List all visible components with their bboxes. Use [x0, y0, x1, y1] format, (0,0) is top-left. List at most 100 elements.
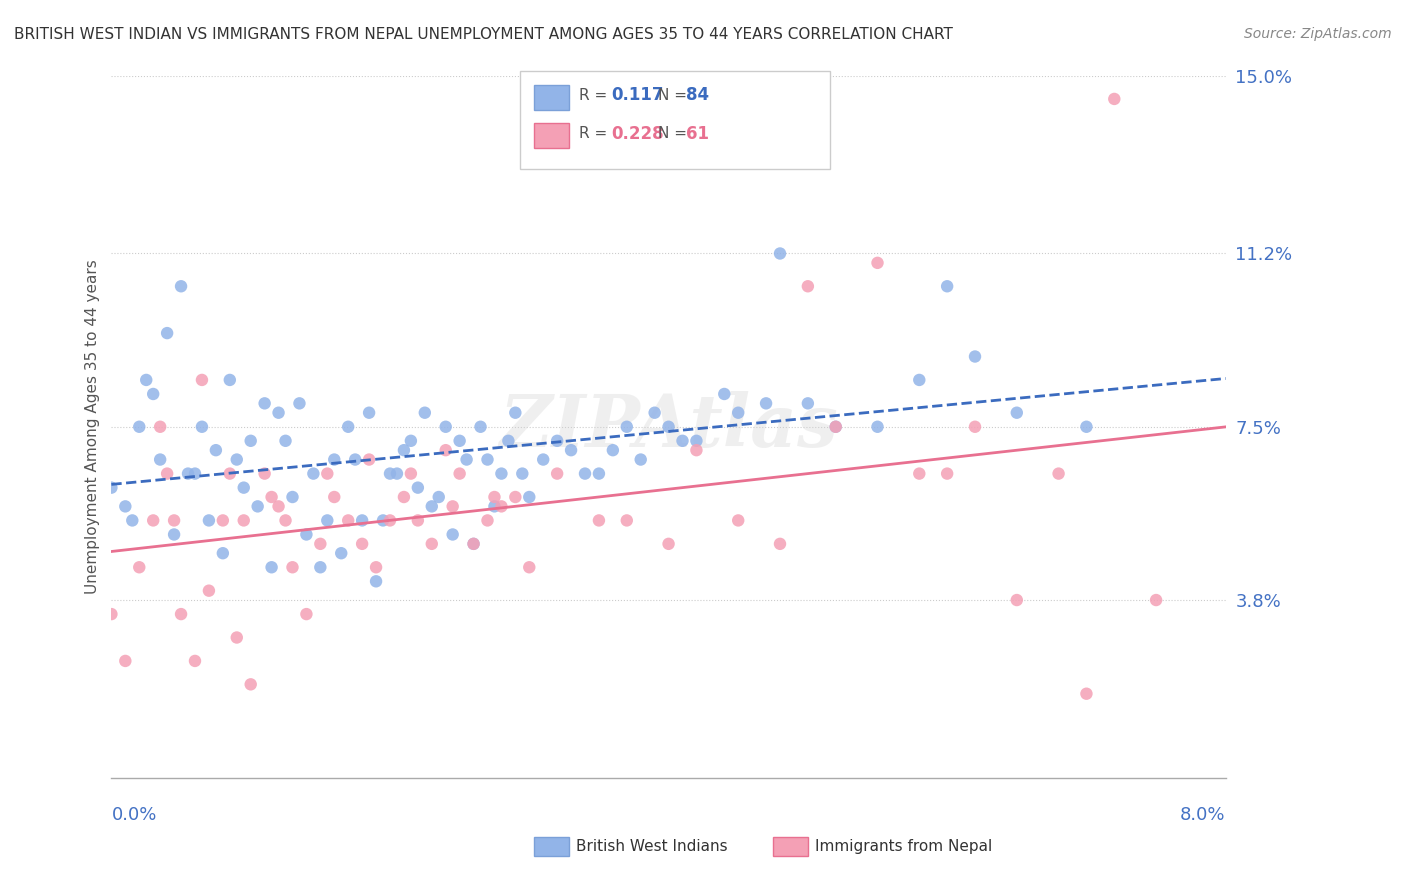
Point: [267, 406, 290, 420]
Point: [337, 513, 360, 527]
Point: [142, 513, 165, 527]
Text: 84: 84: [686, 87, 709, 104]
Point: [337, 419, 360, 434]
Point: [211, 513, 233, 527]
Point: [769, 537, 792, 551]
Text: N =: N =: [658, 127, 692, 141]
Point: [323, 490, 346, 504]
Point: [364, 574, 387, 589]
Point: [302, 467, 325, 481]
Point: [936, 279, 959, 293]
Point: [727, 513, 749, 527]
Point: [531, 452, 554, 467]
Text: R =: R =: [579, 127, 613, 141]
Point: [510, 467, 533, 481]
Point: [352, 513, 374, 527]
Point: [644, 406, 666, 420]
Point: [191, 419, 214, 434]
Point: [170, 279, 193, 293]
Point: [281, 560, 304, 574]
Point: [963, 419, 986, 434]
Point: [246, 500, 269, 514]
Point: [616, 419, 638, 434]
Point: [470, 419, 492, 434]
Point: [205, 443, 228, 458]
Point: [713, 387, 735, 401]
Point: [963, 350, 986, 364]
Point: [413, 406, 436, 420]
Point: [491, 467, 513, 481]
Point: [163, 513, 186, 527]
Point: [170, 607, 193, 621]
Point: [225, 452, 247, 467]
Point: [588, 467, 610, 481]
Point: [908, 467, 931, 481]
Point: [1076, 419, 1098, 434]
Point: [824, 419, 846, 434]
Point: [392, 490, 415, 504]
Point: [156, 467, 179, 481]
Point: [658, 537, 681, 551]
Point: [128, 419, 150, 434]
Point: [441, 500, 464, 514]
Point: [685, 434, 707, 448]
Point: [449, 467, 471, 481]
Point: [908, 373, 931, 387]
Point: [316, 513, 339, 527]
Point: [260, 490, 283, 504]
Text: 61: 61: [686, 125, 709, 143]
Point: [211, 546, 233, 560]
Point: [330, 546, 353, 560]
Text: R =: R =: [579, 88, 613, 103]
Point: [253, 467, 276, 481]
Text: N =: N =: [658, 88, 692, 103]
Point: [359, 406, 381, 420]
Point: [385, 467, 408, 481]
Point: [1104, 92, 1126, 106]
Point: [239, 434, 262, 448]
Point: [434, 443, 457, 458]
Point: [114, 654, 136, 668]
Point: [477, 452, 499, 467]
Point: [184, 654, 207, 668]
Point: [866, 256, 889, 270]
Point: [936, 467, 959, 481]
Point: [671, 434, 693, 448]
Text: Source: ZipAtlas.com: Source: ZipAtlas.com: [1244, 27, 1392, 41]
Point: [498, 434, 520, 448]
Point: [491, 500, 513, 514]
Point: [100, 481, 122, 495]
Point: [359, 452, 381, 467]
Point: [755, 396, 778, 410]
Point: [434, 419, 457, 434]
Text: Immigrants from Nepal: Immigrants from Nepal: [815, 839, 993, 854]
Point: [1144, 593, 1167, 607]
Point: [477, 513, 499, 527]
Point: [406, 513, 429, 527]
Point: [253, 396, 276, 410]
Point: [420, 500, 443, 514]
Point: [1076, 687, 1098, 701]
Point: [281, 490, 304, 504]
Point: [399, 467, 422, 481]
Point: [274, 434, 297, 448]
Point: [309, 537, 332, 551]
Point: [463, 537, 485, 551]
Point: [114, 500, 136, 514]
Point: [441, 527, 464, 541]
Point: [420, 537, 443, 551]
Point: [392, 443, 415, 458]
Point: [218, 467, 240, 481]
Point: [218, 373, 240, 387]
Point: [727, 406, 749, 420]
Point: [546, 434, 568, 448]
Point: [463, 537, 485, 551]
Point: [260, 560, 283, 574]
Point: [128, 560, 150, 574]
Point: [149, 452, 172, 467]
Point: [309, 560, 332, 574]
Point: [239, 677, 262, 691]
Point: [560, 443, 582, 458]
Point: [866, 419, 889, 434]
Point: [1005, 593, 1028, 607]
